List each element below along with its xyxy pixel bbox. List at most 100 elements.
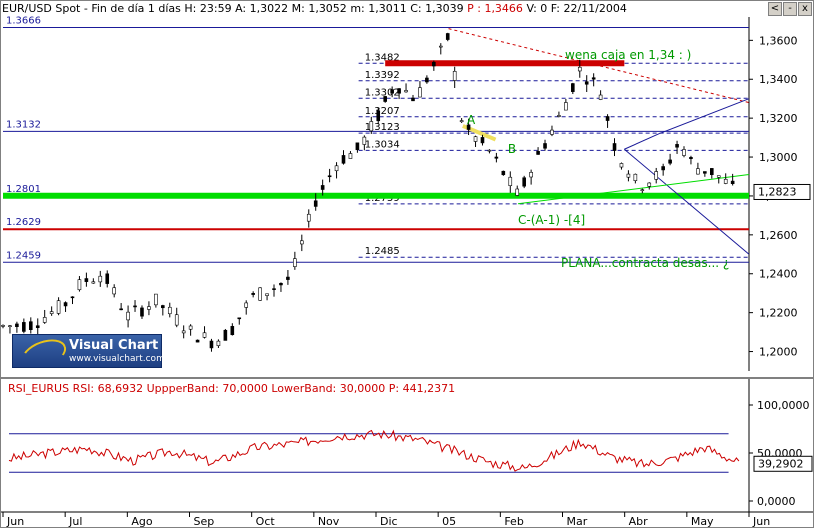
candle-body (376, 110, 381, 122)
candle-body (286, 276, 290, 280)
x-tick-label: Jul (68, 515, 82, 527)
candle-body (216, 340, 221, 346)
candle-body (564, 102, 568, 111)
candle-body (341, 155, 346, 164)
candle-body (22, 322, 26, 332)
candle-body (432, 61, 436, 67)
candle-body (730, 180, 735, 185)
candle-body (1, 325, 5, 327)
candle-body (167, 306, 172, 315)
candle-body (300, 240, 304, 245)
x-tick-label: Jun (752, 515, 770, 527)
candle-body (598, 94, 603, 100)
price-panel[interactable]: 1,20001,22001,24001,26001,28001,30001,32… (0, 0, 814, 378)
rsi-panel[interactable]: 0,0000 50,0000 100,0000 39,2902 Jun Jul Ago Sep… (0, 378, 814, 528)
candle-body (223, 329, 228, 341)
rsi-line (8, 429, 740, 472)
x-tick-label: Sep (194, 515, 215, 527)
candle-body (716, 175, 721, 178)
price-tick-label: 1,3000 (759, 151, 798, 164)
low-label: m: 1,3011 (350, 2, 407, 15)
close-button[interactable]: x (798, 2, 812, 16)
candle-body (35, 325, 40, 328)
candle-body (397, 88, 401, 94)
candle-body (49, 311, 54, 314)
candle-body (459, 120, 464, 123)
price-label: P : 1,3466 (467, 2, 523, 15)
candle-body (626, 173, 631, 178)
price-chart[interactable]: 1,20001,22001,24001,26001,28001,30001,32… (1, 1, 813, 377)
candle-body (126, 311, 130, 321)
candle-body (487, 149, 492, 152)
x-tick-label: May (691, 515, 714, 527)
minimize-button[interactable]: - (783, 2, 797, 16)
candle-body (508, 176, 513, 187)
candle-body (418, 87, 422, 98)
candle-body (571, 83, 575, 92)
candle-body (647, 182, 652, 187)
candle-body (640, 189, 645, 192)
candle-body (258, 287, 262, 301)
candle-body (230, 326, 235, 336)
candle-body (188, 325, 193, 330)
retracement-level-label: 1.3123 (365, 122, 400, 133)
x-tick-label: Abr (629, 515, 649, 527)
candle-body (348, 153, 353, 159)
candle-body (668, 159, 672, 164)
candle-body (8, 325, 12, 327)
candle-body (550, 129, 554, 135)
open-label: A: 1,3022 (235, 2, 289, 15)
candle-body (306, 213, 311, 222)
close-label: C: 1,3039 (410, 2, 464, 15)
retracement-level-label: 1.3302 (365, 87, 400, 98)
triangle-lower-line (624, 148, 750, 255)
annotation-a: A (467, 113, 476, 127)
candle-body (84, 278, 89, 282)
candle-body (633, 173, 638, 181)
candle-body (105, 273, 110, 284)
candle-body (515, 188, 520, 196)
triangle-upper-line (658, 98, 750, 135)
candle-body (696, 168, 700, 175)
candle-body (181, 330, 186, 334)
candle-body (529, 172, 533, 178)
candle-body (383, 96, 387, 102)
last-price-label: 1,2823 (758, 185, 797, 198)
candle-body (265, 293, 269, 296)
candle-body (723, 178, 728, 184)
candle-body (445, 33, 450, 40)
candle-body (140, 307, 144, 317)
candle-body (63, 302, 68, 307)
x-tick-label: Mar (567, 515, 588, 527)
candle-body (112, 287, 116, 295)
rsi-value: RSI: 68,6932 (72, 382, 144, 395)
scroll-left-button[interactable]: < (768, 2, 782, 16)
price-tick-label: 1,2400 (759, 268, 798, 281)
symbol-label: EUR/USD Spot - Fin de día 1 días (2, 2, 181, 15)
candle-body (577, 66, 582, 72)
candle-body (473, 136, 478, 142)
price-tick-label: 1,3200 (759, 112, 798, 125)
retracement-level-label: 1.3392 (365, 70, 400, 81)
retracement-level-label: 1.3482 (365, 52, 400, 63)
candle-body (154, 293, 158, 306)
candle-body (147, 306, 151, 310)
candle-body (612, 143, 617, 151)
annotation-caja: wena caja en 1,34 : ) (565, 48, 691, 62)
candle-body (119, 308, 123, 311)
candle-body (42, 317, 47, 323)
price-tick-label: 1,2000 (759, 346, 798, 359)
candle-body (411, 97, 415, 102)
candle-body (251, 293, 255, 295)
triangle-upper-line-start (624, 133, 660, 150)
candle-body (56, 300, 61, 314)
candle-body (174, 314, 179, 326)
candle-body (209, 340, 214, 349)
rsi-tick-label: 100,0000 (757, 399, 810, 412)
rsi-name: RSI_EURUS (8, 382, 70, 395)
candle-body (98, 275, 103, 283)
candle-body (536, 151, 540, 155)
candle-body (425, 77, 429, 83)
candle-body (682, 149, 686, 156)
